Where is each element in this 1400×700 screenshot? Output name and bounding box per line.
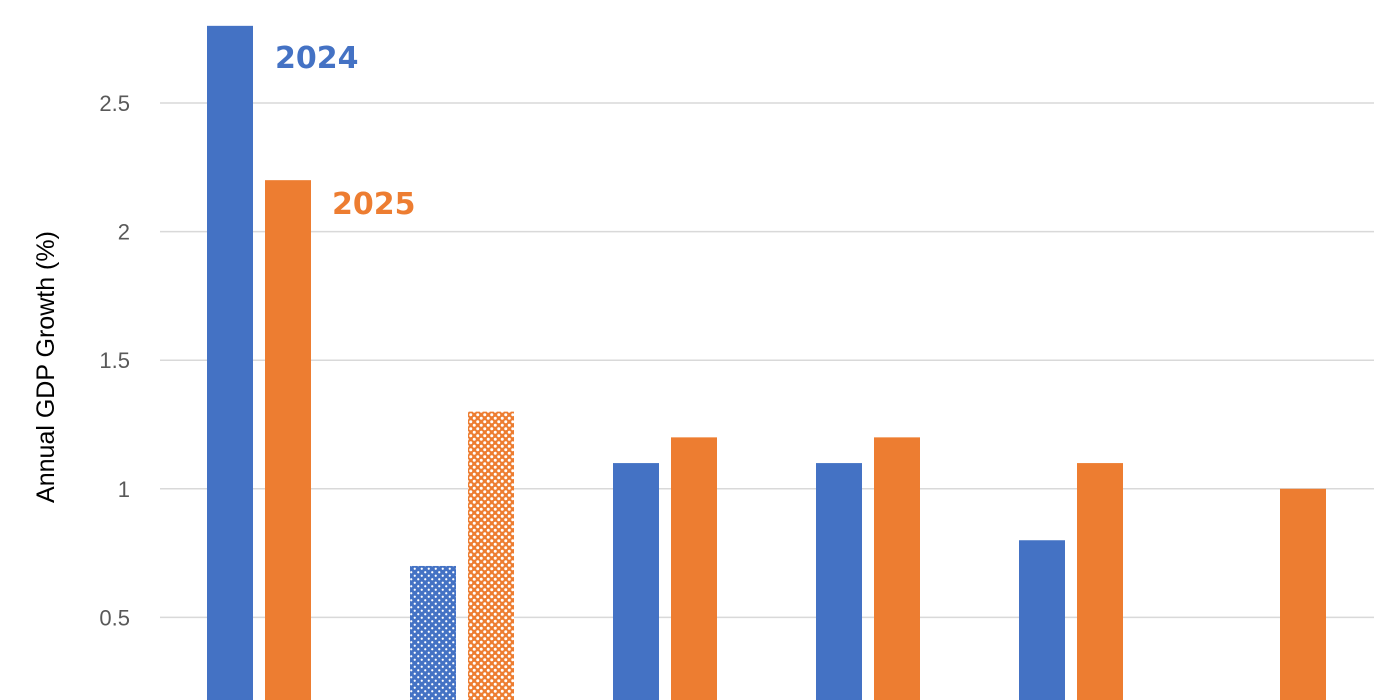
- bar-series-2025-4: [874, 437, 920, 700]
- bar-series-2024-1: [207, 25, 253, 700]
- bar-series-2024-4: [816, 463, 862, 700]
- bar-series-2024-5: [1019, 540, 1065, 700]
- y-tick-label: 0.5: [99, 605, 130, 630]
- bar-series-2025-2: [468, 411, 514, 700]
- bar-series-2025-5: [1077, 463, 1123, 700]
- y-axis-title: Annual GDP Growth (%): [32, 231, 60, 503]
- series-labels: 2024 2025: [275, 41, 416, 222]
- y-tick-label: 2.5: [99, 91, 130, 116]
- bar-series-2025-6: [1280, 488, 1326, 700]
- bar-series-2024-3: [613, 463, 659, 700]
- bars: [207, 25, 1326, 700]
- bar-series-2025-3: [671, 437, 717, 700]
- bar-series-2025-1: [265, 180, 311, 700]
- y-axis-tick-labels: 0.5 1 1.5 2 2.5: [99, 91, 130, 630]
- series-label-2024: 2024: [275, 41, 359, 76]
- bar-series-2024-2: [410, 565, 456, 700]
- y-tick-label: 1: [118, 477, 130, 502]
- gridlines: [160, 102, 1374, 619]
- y-tick-label: 2: [118, 220, 130, 245]
- y-tick-label: 1.5: [99, 348, 130, 373]
- series-label-2025: 2025: [332, 187, 416, 222]
